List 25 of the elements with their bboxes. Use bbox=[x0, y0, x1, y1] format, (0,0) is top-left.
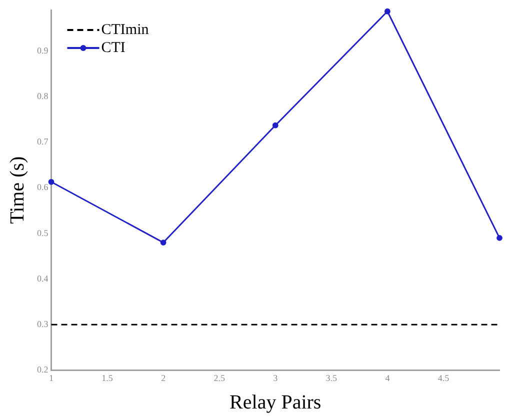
x-tick-label: 3 bbox=[273, 372, 278, 383]
y-tick-label: 0.8 bbox=[37, 90, 49, 101]
point bbox=[272, 122, 278, 128]
x-tick-label: 4.5 bbox=[438, 372, 450, 383]
point bbox=[48, 178, 54, 185]
x-tick-label: 4 bbox=[385, 372, 390, 383]
legend-label: CTImin bbox=[101, 22, 150, 38]
y-tick-label: 0.9 bbox=[37, 45, 49, 56]
x-tick-label: 2.5 bbox=[214, 372, 226, 383]
point bbox=[160, 240, 166, 246]
point bbox=[496, 235, 502, 241]
y-tick-label: 0.5 bbox=[37, 228, 49, 238]
y-tick-label: 0.7 bbox=[37, 136, 49, 147]
x-tick-label: 3.5 bbox=[326, 372, 338, 383]
point bbox=[384, 8, 390, 14]
y-tick-label: 0.6 bbox=[37, 182, 49, 192]
x-tick-label: 1 bbox=[49, 372, 54, 383]
x-tick-label: 2 bbox=[161, 372, 166, 383]
x-axis-title: Relay Pairs bbox=[230, 391, 322, 414]
y-axis-title: Time (s) bbox=[6, 156, 28, 224]
legend-label: CTI bbox=[101, 40, 126, 56]
y-tick-label: 0.3 bbox=[37, 318, 49, 329]
y-tick-label: 0.4 bbox=[37, 273, 49, 284]
x-tick-label: 1.5 bbox=[102, 372, 114, 383]
y-tick-label: 0.2 bbox=[37, 364, 48, 375]
